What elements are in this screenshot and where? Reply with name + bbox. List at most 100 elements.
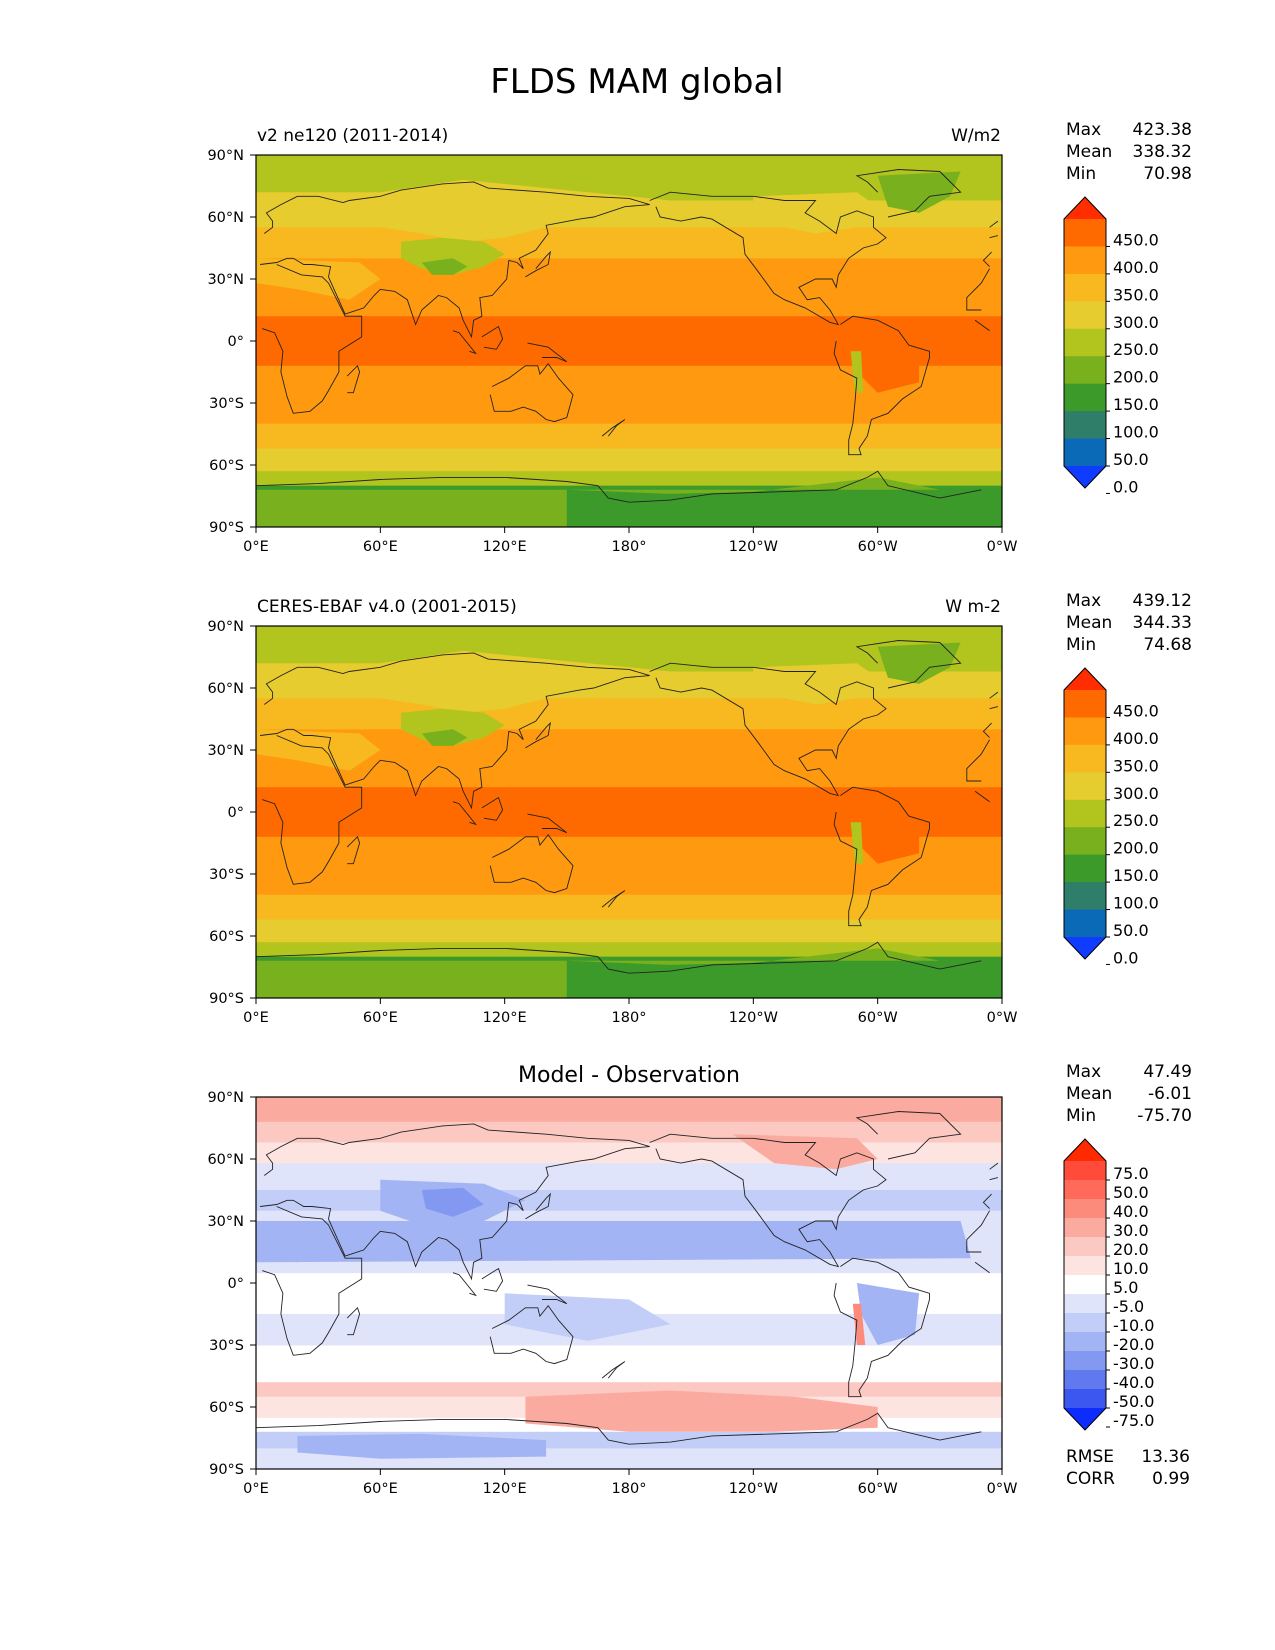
- lat-tick-label: 0°: [228, 334, 244, 350]
- stats-box: Max 439.12 Mean 344.33 Min 74.68: [1066, 591, 1192, 655]
- colorbar-extend-max: [1064, 1139, 1106, 1161]
- lon-tick-label: 0°W: [987, 1010, 1018, 1026]
- lat-tick-label: 0°: [228, 805, 244, 821]
- coastline-southamerica: [833, 1257, 930, 1398]
- coastline-antarctica: [255, 941, 982, 974]
- panel-left-title: v2 ne120 (2011-2014): [257, 126, 448, 146]
- coastline-uk: [989, 691, 999, 699]
- field-band: [256, 626, 1002, 648]
- coastline-uk: [989, 706, 999, 710]
- lat-tick-label: 60°S: [209, 458, 244, 474]
- field-band: [256, 1190, 1002, 1212]
- lon-tick-label: 60°E: [363, 1010, 398, 1026]
- colorbar-segment: [1064, 301, 1106, 330]
- lon-tick-label: 0°W: [987, 539, 1018, 555]
- coastline-australia: [489, 1304, 574, 1365]
- colorbar-tick-label: 100.0: [1113, 423, 1159, 442]
- lat-tick-label: 60°S: [209, 929, 244, 945]
- field-band: [256, 863, 1002, 896]
- lon-tick-label: 60°E: [363, 1481, 398, 1497]
- field-region: [256, 791, 339, 833]
- colorbar-extend-max: [1064, 668, 1106, 690]
- colorbar-extend-min: [1064, 937, 1106, 959]
- lon-tick-label: 120°E: [483, 1010, 527, 1026]
- colorbar-tick-label: 50.0: [1113, 450, 1149, 469]
- lon-tick-label: 0°W: [987, 1481, 1018, 1497]
- field-region: [753, 192, 878, 234]
- colorbar-segment: [1064, 383, 1106, 412]
- lon-tick-label: 180°: [612, 1010, 647, 1026]
- colorbar-tick-label: 300.0: [1113, 313, 1159, 332]
- coastline-japan: [525, 250, 551, 278]
- lon-tick-label: 180°: [612, 539, 647, 555]
- colorbar-tick-label: -5.0: [1113, 1297, 1144, 1316]
- lat-tick-label: 90°N: [207, 619, 244, 635]
- field-region: [494, 853, 571, 887]
- coastline-africa: [974, 319, 990, 332]
- colorbar-segment: [1064, 882, 1106, 910]
- field-region: [732, 745, 857, 788]
- coastline-sumatra: [452, 1272, 478, 1297]
- coastline-madagascar: [346, 1306, 361, 1336]
- colorbar-tick-label: -40.0: [1113, 1373, 1154, 1392]
- coastline-madagascar: [346, 835, 361, 865]
- field-region: [256, 650, 671, 713]
- coastline-antarctica: [255, 1412, 982, 1445]
- colorbar-tick-label: -30.0: [1113, 1354, 1154, 1373]
- coastline-newguinea: [527, 1284, 568, 1305]
- colorbar: 450.0 400.0 350.0 300.0 250.0 200.0 150.0 100.0…: [1063, 667, 1159, 967]
- coastline-australia: [489, 362, 574, 423]
- colorbar-segment: [1064, 1389, 1106, 1409]
- field-region: [256, 320, 339, 362]
- coastline-borneo: [481, 1267, 504, 1292]
- field-region: [297, 1433, 547, 1459]
- field-region: [256, 948, 940, 998]
- field-band: [256, 392, 1002, 425]
- lon-tick-label: 60°E: [363, 539, 398, 555]
- stat-value: -75.70: [1137, 1106, 1192, 1126]
- stat-label: Max: [1066, 591, 1101, 611]
- colorbar-segment: [1064, 690, 1106, 718]
- colorbar-segment: [1064, 799, 1106, 828]
- field-band: [256, 471, 1002, 487]
- stat-label: Max: [1066, 1062, 1101, 1082]
- field-band: [256, 1382, 1002, 1398]
- coastline-northamerica: [649, 191, 887, 326]
- colorbar-segment: [1064, 328, 1106, 357]
- panel-units: W/m2: [951, 126, 1001, 146]
- lat-axis: 90°N 60°N 30°N 0° 30°S 60°S 90°S: [207, 148, 256, 536]
- field-band: [256, 155, 1002, 177]
- figure-title: FLDS MAM global: [490, 62, 784, 102]
- colorbar-segment: [1064, 744, 1106, 773]
- stat-label: Mean: [1066, 613, 1112, 633]
- field-region: [850, 351, 864, 393]
- field-region: [732, 274, 857, 317]
- colorbar-extend-min: [1064, 466, 1106, 488]
- coastline-eurasia: [260, 1123, 650, 1281]
- field-band: [256, 423, 1002, 449]
- stat-label: Min: [1066, 164, 1096, 184]
- coastline-africa: [966, 739, 990, 782]
- coastline-eurasia: [982, 1193, 992, 1209]
- coastline-borneo: [481, 325, 504, 350]
- stat-label: Mean: [1066, 142, 1112, 162]
- colorbar-segment: [1064, 1351, 1106, 1371]
- stat-label: Max: [1066, 120, 1101, 140]
- metric-label: RMSE: [1066, 1447, 1114, 1467]
- coastline-northamerica: [649, 662, 887, 797]
- colorbar-segment: [1064, 772, 1106, 801]
- colorbar-segment: [1064, 1180, 1106, 1200]
- stats-box: Max 423.38 Mean 338.32 Min 70.98: [1066, 120, 1192, 184]
- colorbar-tick-label: 300.0: [1113, 784, 1159, 803]
- colorbar-tick-label: -50.0: [1113, 1392, 1154, 1411]
- colorbar-segment: [1064, 1275, 1106, 1295]
- colorbar-tick-label: -10.0: [1113, 1316, 1154, 1335]
- coastline-eurasia: [260, 652, 650, 810]
- field-band: [256, 448, 1002, 472]
- colorbar-tick-label: 100.0: [1113, 894, 1159, 913]
- colorbar-segment: [1064, 411, 1106, 439]
- stat-value: 70.98: [1143, 164, 1192, 184]
- coastline-newguinea: [527, 813, 568, 834]
- lon-tick-label: 60°W: [858, 1481, 898, 1497]
- stat-value: -6.01: [1148, 1084, 1192, 1104]
